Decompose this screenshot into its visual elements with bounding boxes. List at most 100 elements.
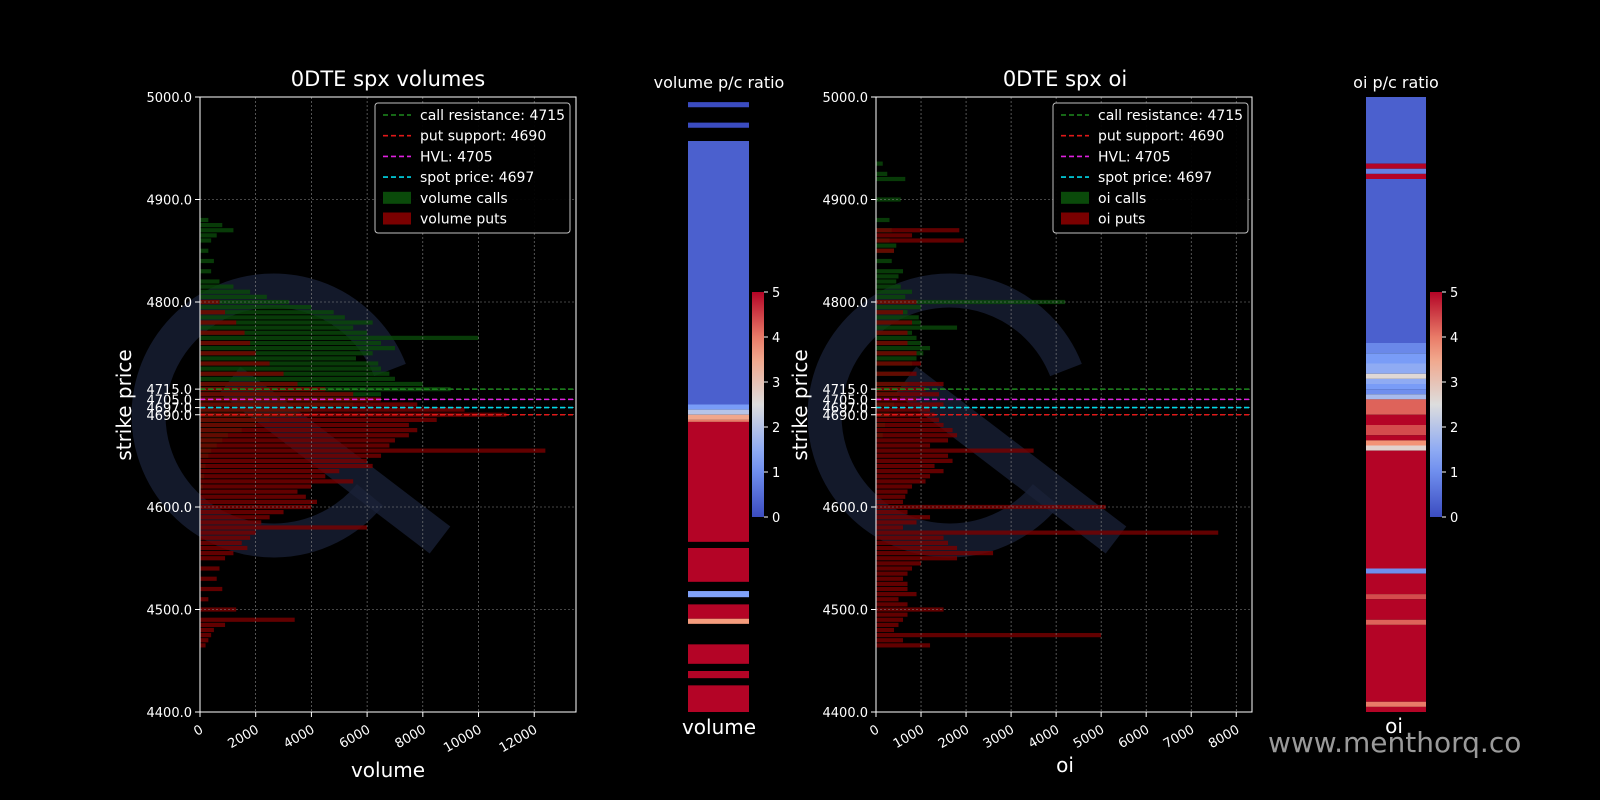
oi-legend: call resistance: 4715 put support: 4690 HV…	[1052, 102, 1249, 234]
bar-oi-puts	[876, 310, 904, 315]
bar-volume-puts	[200, 643, 206, 648]
bar-volume-calls	[200, 315, 345, 320]
oi-pc-panel: 0 1 2 3 4 5 oi p/c ratio oi	[1353, 73, 1458, 738]
y-tick-label: 5000.0	[147, 91, 193, 106]
pc-ratio-cell	[1366, 378, 1426, 384]
pc-ratio-cell	[1366, 599, 1426, 620]
pc-ratio-cell	[688, 685, 749, 712]
bar-volume-puts	[200, 566, 220, 571]
bar-oi-puts	[876, 520, 917, 525]
bar-volume-puts	[200, 607, 237, 612]
bar-oi-calls	[876, 325, 958, 330]
bar-volume-puts	[200, 474, 326, 479]
bar-oi-puts	[876, 248, 895, 253]
y-tick-label: 4900.0	[823, 194, 869, 209]
legend-patch-marker	[383, 191, 411, 204]
bar-volume-puts	[200, 448, 546, 453]
bar-volume-puts	[200, 458, 368, 463]
axes-frame	[875, 96, 1253, 713]
volumes-x-axis-label: volume	[351, 758, 425, 782]
pc-ratio-cell	[1366, 384, 1426, 390]
bar-oi-puts	[876, 638, 904, 643]
y-tick-label: 4705.0	[823, 393, 869, 408]
bar-volume-puts	[200, 402, 418, 407]
bar-oi-puts	[876, 320, 913, 325]
bar-volume-puts	[200, 417, 437, 422]
pc-ratio-cell	[1366, 343, 1426, 354]
bar-oi-puts	[876, 233, 913, 238]
bar-volume-calls	[200, 340, 382, 346]
pc-ratio-cell	[688, 122, 749, 128]
legend-box	[374, 102, 571, 234]
bar-volume-puts	[200, 422, 409, 428]
colorbar-tick-label: 1	[772, 466, 780, 481]
y-tick-label: 4500.0	[147, 604, 193, 619]
bar-oi-puts	[876, 463, 935, 469]
bar-volume-puts	[200, 633, 212, 638]
watermark-stroke	[895, 366, 1127, 554]
volumes-y-axis-label: strike price	[112, 349, 136, 460]
bar-volume-calls	[200, 371, 390, 376]
bar-volume-puts	[200, 597, 209, 602]
bar-oi-puts	[876, 551, 994, 556]
colorbar-tick-label: 3	[772, 376, 780, 391]
bar-volume-puts	[200, 320, 237, 325]
bar-oi-puts	[876, 627, 895, 633]
pc-ratio-cell	[1366, 399, 1426, 415]
bar-oi-puts	[876, 433, 958, 438]
bar-oi-calls	[876, 243, 897, 248]
bar-oi-calls	[876, 284, 901, 289]
x-tick-label: 2000	[936, 722, 972, 752]
bar-volume-puts	[200, 340, 251, 346]
pc-ratio-cell	[688, 102, 749, 108]
legend-label: call resistance: 4715	[420, 108, 565, 124]
x-tick-label: 4000	[281, 722, 317, 752]
pc-ratio-cell	[1366, 163, 1426, 169]
oi-bars	[876, 161, 1219, 648]
bar-oi-puts	[876, 351, 917, 356]
bar-oi-puts	[876, 469, 944, 474]
bar-volume-calls	[200, 320, 373, 325]
y-tick-label: 4715.0	[147, 383, 193, 398]
pc-ratio-cell	[1366, 425, 1426, 436]
y-tick-label: 4800.0	[147, 296, 193, 311]
bar-oi-puts	[876, 525, 904, 530]
bar-oi-puts	[876, 428, 953, 433]
bar-oi-puts	[876, 453, 949, 458]
y-tick-label: 4690.0	[823, 409, 869, 424]
y-tick-label: 4697.0	[147, 402, 193, 417]
pc-ratio-cell	[688, 414, 749, 420]
bar-volume-puts	[200, 520, 262, 525]
pc-ratio-cell	[1366, 568, 1426, 574]
bar-volume-puts	[200, 407, 465, 412]
bar-oi-puts	[876, 340, 908, 346]
volume-pc-cells	[688, 102, 749, 712]
volume-pc-colorbar: 0 1 2 3 4 5	[752, 286, 780, 526]
bar-oi-puts	[876, 371, 917, 376]
y-tick-label: 4705.0	[147, 393, 193, 408]
bar-volume-calls	[200, 305, 312, 310]
bar-oi-calls	[876, 258, 892, 264]
bar-volume-puts	[200, 515, 270, 520]
volumes-reference-lines	[200, 388, 576, 416]
bar-oi-calls	[876, 161, 883, 166]
pc-ratio-cell	[1366, 619, 1426, 625]
bar-volume-puts	[200, 443, 390, 448]
bar-oi-calls	[876, 356, 917, 361]
bar-volume-puts	[200, 545, 248, 551]
bar-oi-calls	[876, 279, 897, 284]
bar-oi-puts	[876, 474, 931, 479]
bar-volume-calls	[200, 346, 395, 351]
x-tick-label: 10000	[441, 722, 484, 756]
x-tick-label: 8000	[393, 722, 429, 752]
bar-volume-puts	[200, 387, 326, 392]
pc-ratio-cell	[1366, 594, 1426, 600]
bar-volume-calls	[200, 223, 223, 228]
x-tick-label: 0	[867, 722, 882, 739]
bar-oi-calls	[876, 294, 906, 299]
bar-oi-puts	[876, 561, 922, 566]
bar-oi-puts	[876, 438, 949, 443]
x-tick-label: 6000	[1116, 722, 1152, 752]
bar-volume-puts	[200, 489, 298, 494]
bar-oi-puts	[876, 448, 1034, 453]
